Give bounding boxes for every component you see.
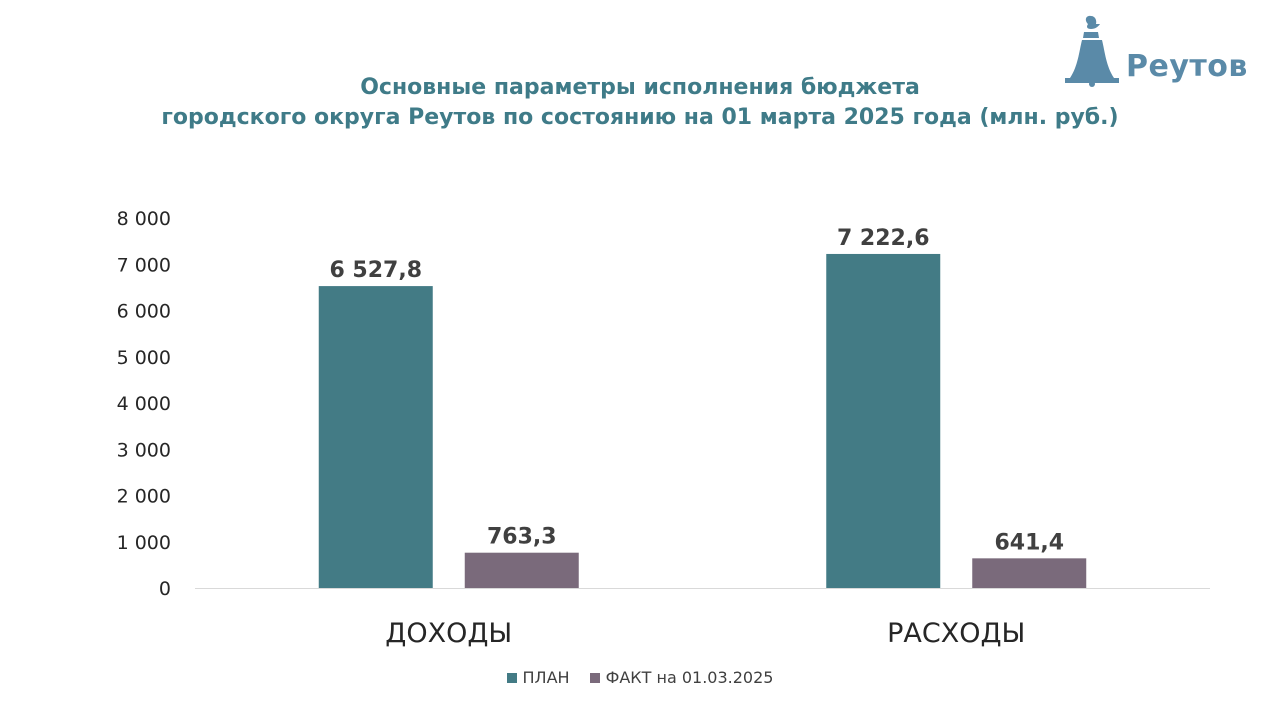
y-tick-label: 0 bbox=[159, 578, 171, 600]
bar bbox=[972, 558, 1087, 588]
chart-title: Основные параметры исполнения бюджета го… bbox=[80, 73, 1200, 133]
legend-swatch-fact bbox=[589, 672, 600, 683]
legend-item-plan: ПЛАН bbox=[506, 668, 570, 687]
x-category-label: ДОХОДЫ bbox=[385, 618, 512, 649]
y-tick-label: 6 000 bbox=[117, 301, 171, 323]
legend-swatch-plan bbox=[506, 672, 517, 683]
chart-legend: ПЛАН ФАКТ на 01.03.2025 bbox=[0, 668, 1280, 687]
city-logo: Реутов bbox=[1062, 12, 1262, 92]
data-label: 6 527,8 bbox=[329, 258, 422, 283]
legend-label-fact: ФАКТ на 01.03.2025 bbox=[605, 668, 774, 687]
legend-item-fact: ФАКТ на 01.03.2025 bbox=[589, 668, 774, 687]
bar bbox=[318, 286, 433, 588]
bar-chart: 0 1 000 2 000 3 000 4 000 5 000 6 000 7 000 8 00… bbox=[117, 208, 1210, 649]
y-tick-label: 1 000 bbox=[117, 532, 171, 554]
legend-label-plan: ПЛАН bbox=[522, 668, 570, 687]
bar bbox=[464, 552, 579, 588]
chart-title-line-1: Основные параметры исполнения бюджета bbox=[360, 75, 920, 100]
y-tick-label: 8 000 bbox=[117, 208, 171, 230]
logo-text: Реутов bbox=[1126, 49, 1248, 84]
data-label: 7 222,6 bbox=[837, 226, 930, 251]
y-tick-label: 2 000 bbox=[117, 486, 171, 508]
y-tick-label: 7 000 bbox=[117, 254, 171, 276]
data-label: 763,3 bbox=[487, 525, 557, 550]
y-tick-label: 5 000 bbox=[117, 347, 171, 369]
y-tick-label: 4 000 bbox=[117, 393, 171, 415]
chart-title-line-2: городского округа Реутов по состоянию на… bbox=[161, 105, 1119, 130]
data-label: 641,4 bbox=[994, 530, 1064, 555]
bell-pigeon-emblem-icon bbox=[1065, 15, 1119, 87]
bar bbox=[826, 253, 941, 588]
x-category-label: РАСХОДЫ bbox=[887, 618, 1025, 649]
y-tick-label: 3 000 bbox=[117, 439, 171, 461]
